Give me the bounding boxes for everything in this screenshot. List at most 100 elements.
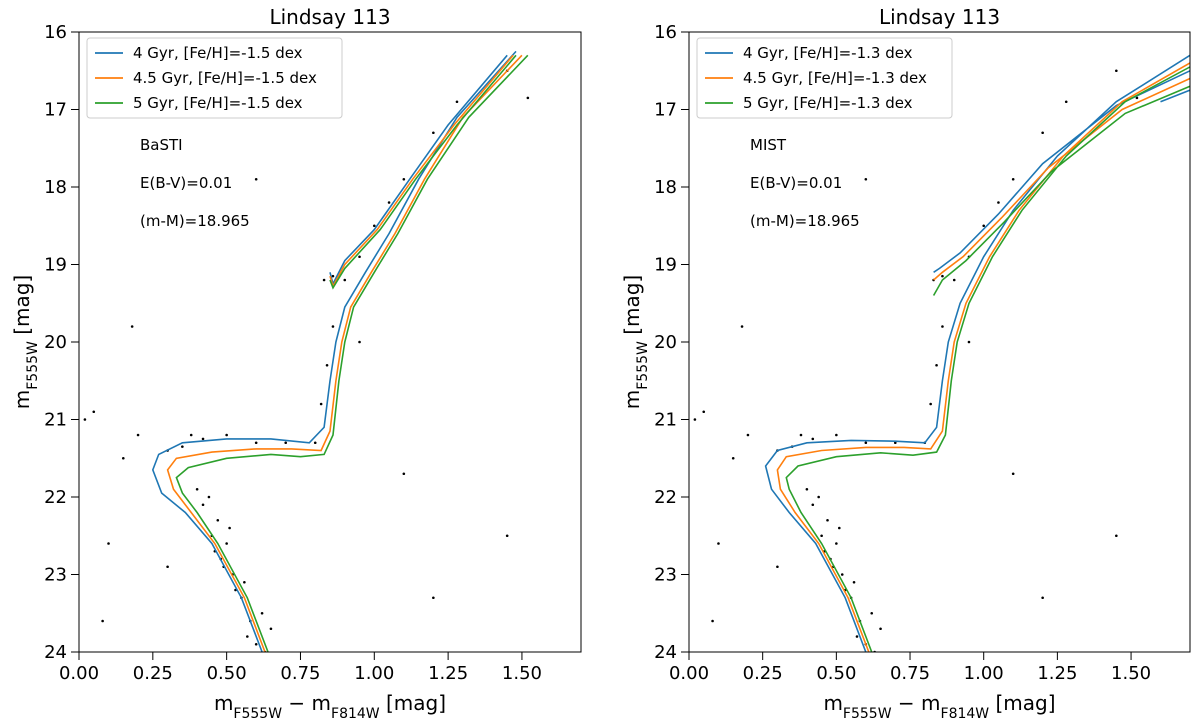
isochrone-line <box>175 54 529 652</box>
star-point <box>967 340 971 344</box>
star-point <box>101 619 104 623</box>
annotation: (m-M)=18.965 <box>750 212 860 230</box>
star-point <box>358 340 361 344</box>
annotation: (m-M)=18.965 <box>140 212 250 230</box>
star-point <box>121 456 125 460</box>
x-tick-label: 0.00 <box>59 663 99 684</box>
x-axis-label-part: [mag] <box>380 691 446 715</box>
x-axis-label: mF555W − mF814W [mag] <box>214 691 446 720</box>
y-tick-label: 19 <box>44 255 67 276</box>
star-point <box>207 495 211 499</box>
star-point <box>254 177 258 181</box>
y-tick-label: 23 <box>654 565 677 586</box>
y-tick-label: 17 <box>654 100 677 121</box>
star-point <box>952 278 956 282</box>
star-point <box>717 542 720 545</box>
star-point <box>1115 69 1118 73</box>
isochrone-line <box>151 50 517 652</box>
star-point <box>893 441 897 445</box>
star-point <box>402 472 406 476</box>
star-point <box>1011 472 1015 476</box>
x-axis-label-part: [mag] <box>989 691 1055 715</box>
star-point <box>826 518 829 522</box>
star-point <box>284 441 288 445</box>
plot-area <box>693 54 1190 652</box>
x-tick-label: 0.25 <box>133 663 173 684</box>
y-tick-label: 24 <box>44 642 67 663</box>
star-point <box>746 433 750 437</box>
star-point <box>505 534 509 538</box>
chart-title: Lindsay 113 <box>269 5 390 29</box>
x-tick-label: 1.25 <box>428 663 468 684</box>
star-point <box>130 325 134 328</box>
legend-label: 5 Gyr, [Fe/H]=-1.5 dex <box>133 94 303 112</box>
annotation: E(B-V)=0.01 <box>140 174 232 192</box>
star-point <box>1064 100 1068 104</box>
isochrone-line <box>776 62 1190 652</box>
star-point <box>835 542 838 545</box>
star-point <box>776 565 779 569</box>
axes-frame <box>78 31 582 653</box>
annotation: BaSTI <box>140 136 183 154</box>
y-axis-label-part: m <box>10 390 34 409</box>
y-tick-label: 20 <box>44 332 67 353</box>
star-point <box>817 495 820 499</box>
star-point <box>201 503 205 507</box>
x-axis-label-part: m <box>823 691 842 715</box>
star-point <box>935 363 938 367</box>
star-point <box>322 278 326 282</box>
star-point <box>246 635 249 638</box>
star-point <box>941 274 944 278</box>
star-point <box>195 487 199 491</box>
x-tick-label: 1.00 <box>964 663 1004 684</box>
x-axis-label-part: − m <box>282 691 331 715</box>
x-axis-label-part: − m <box>892 691 941 715</box>
legend-label: 4 Gyr, [Fe/H]=-1.3 dex <box>743 44 913 62</box>
star-point <box>228 526 231 530</box>
y-axis-label-part: F555W <box>25 341 41 390</box>
star-point <box>319 402 323 406</box>
isochrone-line <box>785 66 1190 652</box>
star-point <box>864 441 868 445</box>
legend-label: 4 Gyr, [Fe/H]=-1.5 dex <box>133 44 303 62</box>
x-axis-label-part: F814W <box>941 706 990 720</box>
star-point <box>455 100 459 104</box>
star-point <box>1011 177 1015 181</box>
star-point <box>189 433 193 437</box>
y-axis-label-part: m <box>620 390 644 409</box>
star-point <box>941 325 944 328</box>
x-tick-label: 1.50 <box>502 663 542 684</box>
star-point <box>107 542 110 545</box>
star-point <box>855 635 859 638</box>
star-point <box>181 445 184 448</box>
star-point <box>1115 534 1118 538</box>
x-axis-label-part: m <box>214 691 233 715</box>
y-tick-label: 16 <box>44 22 67 43</box>
panel: Lindsay 113 0.00 0.25 0.50 0.75 1.00 1.25 1.50 1… <box>620 5 1191 722</box>
x-tick-label: 1.00 <box>354 663 394 684</box>
star-point <box>864 177 868 181</box>
y-tick-label: 16 <box>654 22 677 43</box>
star-point <box>260 611 264 615</box>
star-point <box>225 542 228 545</box>
y-tick-label: 18 <box>44 177 67 198</box>
star-point <box>811 437 815 441</box>
star-point <box>711 619 714 623</box>
star-point <box>166 565 169 569</box>
y-tick-label: 21 <box>654 410 677 431</box>
star-point <box>852 580 856 584</box>
y-axis-label-part: [mag] <box>620 275 644 341</box>
star-point <box>358 255 361 259</box>
y-tick-label: 17 <box>44 100 67 121</box>
y-axis-label: mF555W [mag] <box>10 275 41 410</box>
x-tick-label: 1.50 <box>1111 663 1151 684</box>
x-tick-label: 0.50 <box>816 663 856 684</box>
x-tick-label: 0.00 <box>669 663 709 684</box>
star-point <box>243 580 246 584</box>
panel: Lindsay 113 0.00 0.25 0.50 0.75 1.00 1.25 1.50 1… <box>10 5 582 722</box>
x-tick-label: 1.25 <box>1037 663 1077 684</box>
axes-frame <box>688 31 1191 653</box>
star-point <box>740 325 744 328</box>
star-point <box>838 526 841 530</box>
